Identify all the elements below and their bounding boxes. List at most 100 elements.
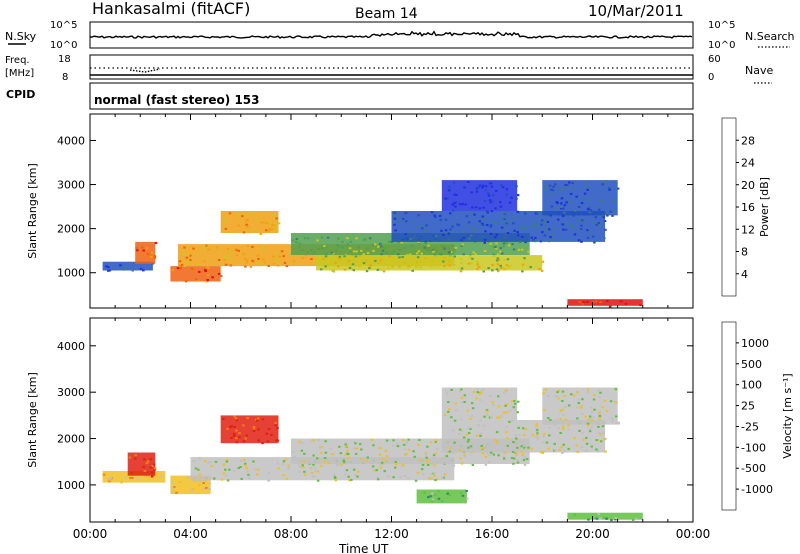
velocity-pixel <box>347 453 350 456</box>
velocity-pixel <box>275 439 278 442</box>
velocity-pixel <box>597 432 601 435</box>
colorbar-tick-label: 4 <box>741 268 748 281</box>
power-pixel <box>521 248 524 251</box>
velocity-pixel <box>233 434 236 437</box>
velocity-pixel <box>175 491 178 494</box>
velocity-pixel <box>536 432 539 435</box>
power-pixel <box>455 193 458 196</box>
velocity-pixel <box>554 449 557 452</box>
power-pixel <box>580 197 583 200</box>
power-pixel <box>454 205 457 208</box>
power-pixel <box>374 259 377 262</box>
velocity-pixel <box>460 462 464 465</box>
power-pixel <box>564 186 568 189</box>
power-pixel <box>448 185 451 188</box>
power-pixel <box>343 268 347 271</box>
velocity-pixel <box>142 465 145 468</box>
velocity-pixel <box>228 468 231 471</box>
velocity-pixel <box>401 464 405 466</box>
velocity-pixel <box>554 395 558 398</box>
velocity-pixel <box>441 477 444 479</box>
velocity-pixel <box>256 468 260 471</box>
power-pixel <box>603 181 607 184</box>
power-pixel <box>346 243 349 246</box>
velocity-pixel <box>303 470 306 473</box>
power-pixel <box>237 249 240 252</box>
nave-label: Nave <box>745 64 773 77</box>
velocity-pixel <box>371 465 375 468</box>
power-pixel <box>475 190 479 193</box>
power-pixel <box>603 237 606 240</box>
velocity-pixel <box>614 517 617 519</box>
power-pixel <box>142 269 145 272</box>
velocity-pixel <box>309 467 313 470</box>
velocity-pixel <box>287 466 291 469</box>
power-pixel <box>445 232 449 235</box>
power-pixel <box>560 207 563 210</box>
power-pixel <box>275 228 278 231</box>
velocity-pixel <box>238 432 241 435</box>
velocity-pixel <box>297 470 301 473</box>
velocity-pixel <box>523 446 526 449</box>
power-pixel <box>341 246 344 249</box>
velocity-pixel <box>276 462 279 465</box>
power-pixel <box>484 185 488 188</box>
velocity-pixel <box>567 424 570 427</box>
velocity-pixel <box>495 441 499 444</box>
velocity-pixel <box>324 451 328 454</box>
power-pixel <box>432 234 435 237</box>
velocity-pixel <box>512 462 515 465</box>
velocity-pixel <box>561 408 565 411</box>
velocity-pixel <box>376 476 379 479</box>
velocity-pixel <box>453 419 457 422</box>
power-pixel <box>153 255 157 258</box>
power-pixel <box>416 256 420 259</box>
power-pixel <box>502 211 506 214</box>
power-pixel <box>277 222 281 225</box>
velocity-pixel <box>545 441 549 444</box>
power-pixel <box>485 210 489 212</box>
power-pixel <box>540 269 544 272</box>
velocity-pixel <box>220 478 224 481</box>
velocity-pixel <box>340 463 343 466</box>
power-pixel <box>599 301 602 304</box>
power-pixel <box>461 203 464 206</box>
velocity-pixel <box>193 480 197 483</box>
velocity-pixel <box>580 446 583 448</box>
power-pixel <box>234 247 237 250</box>
power-pixel <box>519 227 522 230</box>
velocity-pixel <box>128 456 132 459</box>
power-pixel <box>565 184 569 187</box>
velocity-pixel <box>420 468 424 471</box>
power-pixel <box>224 227 228 230</box>
power-pixel <box>529 266 532 269</box>
power-pixel <box>142 249 145 252</box>
velocity-pixel <box>403 448 407 451</box>
velocity-pixel <box>463 453 466 456</box>
power-pixel <box>217 259 221 261</box>
velocity-pixel <box>301 464 304 467</box>
velocity-pixel <box>204 460 207 463</box>
power-pixel <box>136 249 139 252</box>
velocity-pixel <box>561 451 564 454</box>
power-pixel <box>349 240 353 243</box>
power-pixel <box>347 259 351 262</box>
power-pixel <box>207 248 210 251</box>
velocity-pixel <box>527 446 530 449</box>
velocity-pixel <box>535 436 538 438</box>
velocity-pixel <box>452 464 456 467</box>
velocity-pixel <box>573 513 576 516</box>
velocity-pixel <box>245 434 248 437</box>
velocity-pixel <box>581 398 584 401</box>
power-region <box>391 211 607 244</box>
power-pixel <box>589 209 593 212</box>
colorbar-tick-label: 100 <box>741 379 762 392</box>
power-pixel <box>229 251 232 254</box>
power-pixel <box>530 236 533 239</box>
power-pixel <box>474 253 477 256</box>
velocity-pixel <box>244 462 247 465</box>
velocity-pixel <box>239 459 243 462</box>
power-pixel <box>139 267 143 270</box>
power-region-fill <box>316 255 543 271</box>
velocity-pixel <box>285 477 289 480</box>
